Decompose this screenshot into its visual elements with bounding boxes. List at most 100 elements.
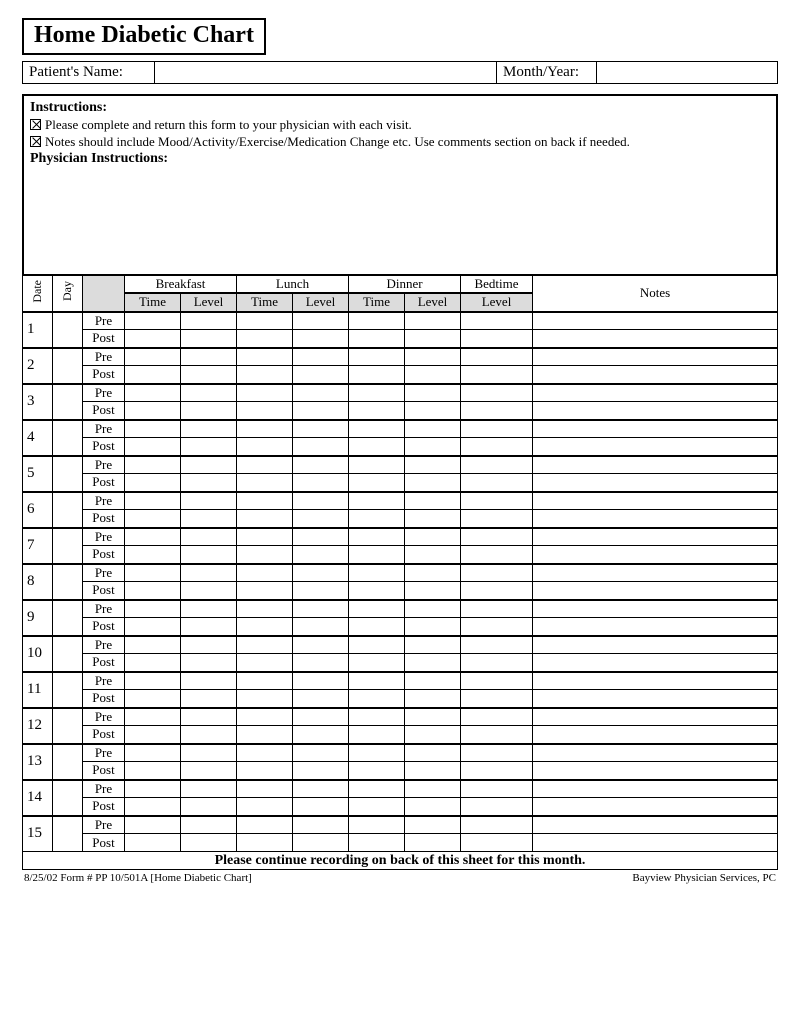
data-cell[interactable] [405,348,461,366]
data-cell[interactable] [181,348,237,366]
day-cell[interactable] [53,816,83,852]
day-cell[interactable] [53,636,83,672]
data-cell[interactable] [405,834,461,852]
data-cell[interactable] [181,330,237,348]
data-cell[interactable] [125,510,181,528]
data-cell[interactable] [349,654,405,672]
data-cell[interactable] [461,564,533,582]
data-cell[interactable] [349,564,405,582]
data-cell[interactable] [237,510,293,528]
day-cell[interactable] [53,780,83,816]
data-cell[interactable] [533,492,778,510]
data-cell[interactable] [125,690,181,708]
data-cell[interactable] [405,330,461,348]
data-cell[interactable] [461,366,533,384]
data-cell[interactable] [125,492,181,510]
data-cell[interactable] [293,762,349,780]
data-cell[interactable] [293,636,349,654]
data-cell[interactable] [461,456,533,474]
data-cell[interactable] [405,690,461,708]
data-cell[interactable] [181,582,237,600]
data-cell[interactable] [181,474,237,492]
data-cell[interactable] [293,834,349,852]
data-cell[interactable] [181,636,237,654]
data-cell[interactable] [237,762,293,780]
data-cell[interactable] [237,348,293,366]
data-cell[interactable] [533,672,778,690]
data-cell[interactable] [533,438,778,456]
data-cell[interactable] [405,546,461,564]
data-cell[interactable] [181,312,237,330]
data-cell[interactable] [405,708,461,726]
data-cell[interactable] [349,474,405,492]
data-cell[interactable] [293,510,349,528]
data-cell[interactable] [237,474,293,492]
data-cell[interactable] [125,474,181,492]
day-cell[interactable] [53,708,83,744]
data-cell[interactable] [181,690,237,708]
data-cell[interactable] [349,726,405,744]
patient-name-field[interactable] [155,62,497,83]
data-cell[interactable] [533,384,778,402]
data-cell[interactable] [349,600,405,618]
data-cell[interactable] [405,672,461,690]
data-cell[interactable] [461,510,533,528]
data-cell[interactable] [533,348,778,366]
data-cell[interactable] [237,438,293,456]
data-cell[interactable] [533,510,778,528]
data-cell[interactable] [237,708,293,726]
data-cell[interactable] [349,330,405,348]
data-cell[interactable] [125,672,181,690]
data-cell[interactable] [461,492,533,510]
data-cell[interactable] [533,726,778,744]
data-cell[interactable] [349,312,405,330]
data-cell[interactable] [349,420,405,438]
day-cell[interactable] [53,492,83,528]
data-cell[interactable] [461,600,533,618]
data-cell[interactable] [293,420,349,438]
data-cell[interactable] [181,780,237,798]
data-cell[interactable] [293,546,349,564]
data-cell[interactable] [237,456,293,474]
data-cell[interactable] [533,690,778,708]
data-cell[interactable] [237,816,293,834]
data-cell[interactable] [349,708,405,726]
data-cell[interactable] [125,438,181,456]
data-cell[interactable] [461,420,533,438]
data-cell[interactable] [461,348,533,366]
data-cell[interactable] [405,780,461,798]
data-cell[interactable] [461,582,533,600]
data-cell[interactable] [533,456,778,474]
data-cell[interactable] [461,384,533,402]
data-cell[interactable] [237,618,293,636]
data-cell[interactable] [533,366,778,384]
data-cell[interactable] [293,672,349,690]
data-cell[interactable] [181,798,237,816]
data-cell[interactable] [181,510,237,528]
data-cell[interactable] [293,690,349,708]
data-cell[interactable] [293,312,349,330]
data-cell[interactable] [405,456,461,474]
data-cell[interactable] [125,546,181,564]
data-cell[interactable] [349,780,405,798]
data-cell[interactable] [533,762,778,780]
data-cell[interactable] [533,744,778,762]
data-cell[interactable] [405,492,461,510]
data-cell[interactable] [405,744,461,762]
data-cell[interactable] [349,798,405,816]
data-cell[interactable] [405,366,461,384]
data-cell[interactable] [349,582,405,600]
data-cell[interactable] [533,402,778,420]
data-cell[interactable] [405,384,461,402]
data-cell[interactable] [533,600,778,618]
data-cell[interactable] [237,672,293,690]
data-cell[interactable] [349,456,405,474]
data-cell[interactable] [125,708,181,726]
data-cell[interactable] [461,726,533,744]
data-cell[interactable] [533,798,778,816]
data-cell[interactable] [533,546,778,564]
data-cell[interactable] [293,798,349,816]
data-cell[interactable] [181,546,237,564]
data-cell[interactable] [533,636,778,654]
data-cell[interactable] [349,672,405,690]
